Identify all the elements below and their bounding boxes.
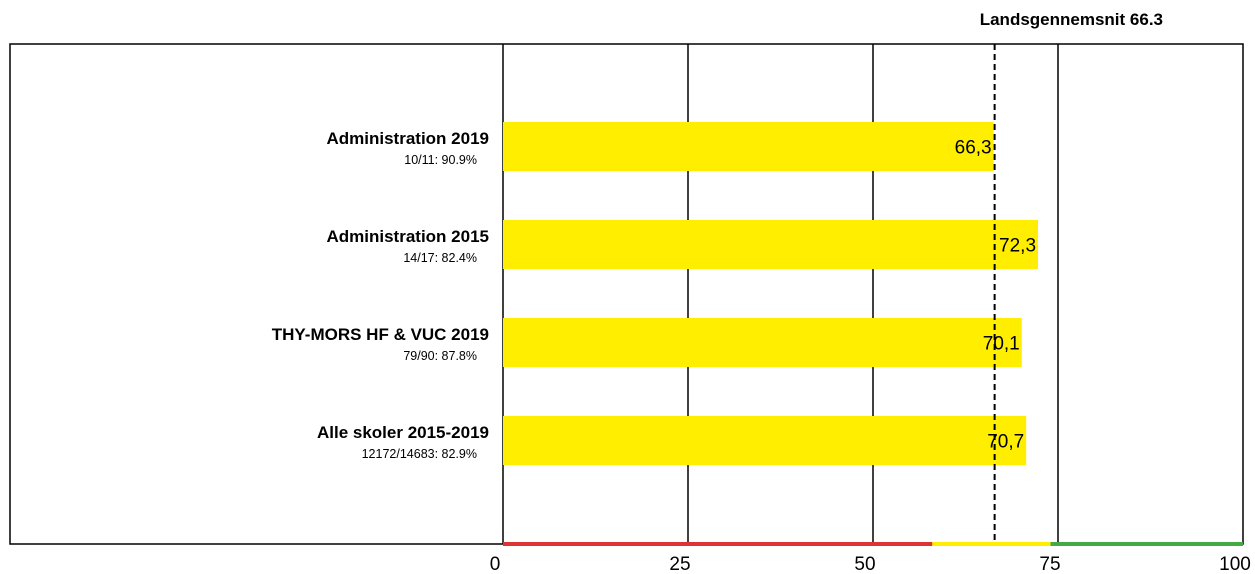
category-labels: Administration 2019 10/11: 90.9% Administr… — [272, 129, 489, 461]
bar — [503, 122, 994, 171]
bar-value-label: 70,1 — [983, 334, 1020, 355]
x-tick-label: 75 — [1039, 554, 1060, 574]
category-sublabel: 10/11: 90.9% — [404, 153, 477, 167]
bar — [503, 220, 1039, 269]
bar — [503, 318, 1022, 367]
category-sublabel: 12172/14683: 82.9% — [362, 447, 477, 461]
category-label: Administration 2019 — [327, 129, 490, 148]
category-label: Administration 2015 — [327, 227, 490, 246]
reference-line-label: Landsgennemsnit 66.3 — [980, 10, 1163, 29]
category-label: THY-MORS HF & VUC 2019 — [272, 325, 489, 344]
x-tick-labels: 0 25 50 75 100 — [490, 554, 1251, 574]
bar — [503, 416, 1027, 465]
x-tick-label: 25 — [669, 554, 690, 574]
x-tick-label: 50 — [854, 554, 875, 574]
category-label: Alle skoler 2015-2019 — [317, 423, 489, 442]
bar-value-label: 72,3 — [999, 236, 1036, 257]
baseline-band — [503, 542, 933, 546]
category-sublabel: 14/17: 82.4% — [403, 251, 477, 265]
x-tick-label: 0 — [490, 554, 501, 574]
bar-value-label: 66,3 — [955, 138, 992, 159]
x-tick-label: 100 — [1219, 554, 1251, 574]
bars: 66,3 72,3 70,1 70,7 — [503, 122, 1039, 465]
grid-lines — [502, 44, 1059, 544]
bar-value-label: 70,7 — [987, 432, 1024, 453]
category-sublabel: 79/90: 87.8% — [403, 349, 477, 363]
baseline-band — [932, 542, 1051, 546]
baseline-band — [1050, 542, 1243, 546]
baseline-bands — [503, 542, 1243, 546]
